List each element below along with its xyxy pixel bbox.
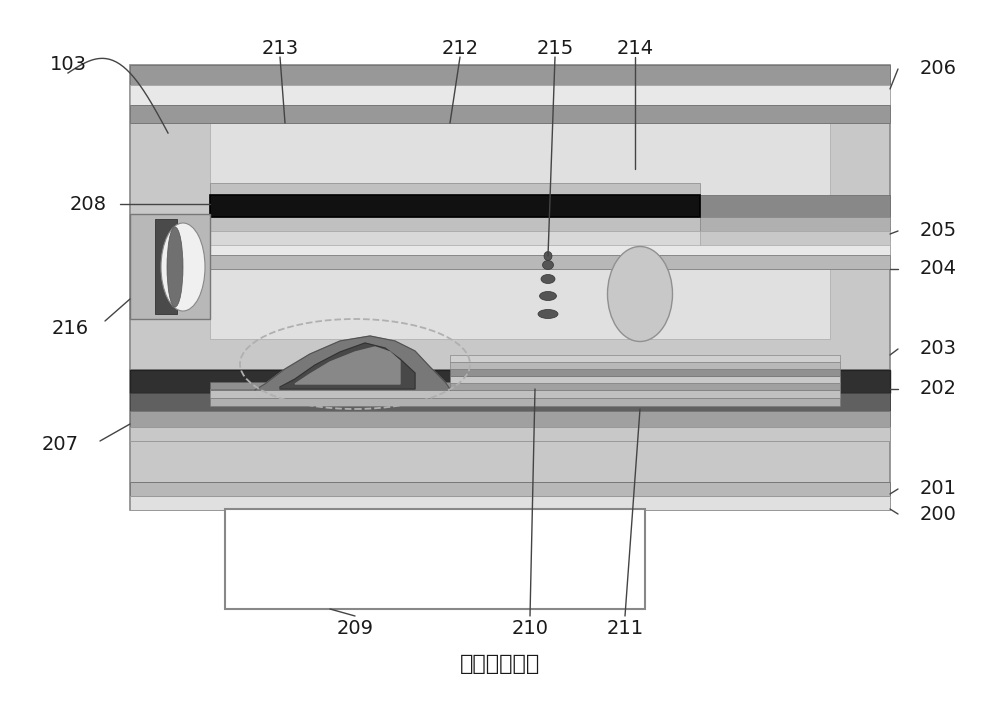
Bar [130,85,890,105]
Bar [450,376,840,383]
Text: 213: 213 [261,40,299,59]
Bar [210,390,840,398]
Ellipse shape [542,260,554,269]
Polygon shape [210,336,450,390]
Ellipse shape [538,310,558,318]
Bar [450,362,840,369]
Text: 204: 204 [920,259,957,279]
Bar [700,231,890,245]
Ellipse shape [167,227,183,307]
Bar [130,65,890,85]
Text: 103: 103 [50,55,87,74]
Text: 215: 215 [536,40,574,59]
Text: （现有技术）: （现有技术） [460,654,540,674]
Bar [130,105,890,123]
Text: 207: 207 [42,435,78,454]
Text: 211: 211 [606,620,644,639]
Bar [210,183,700,195]
Text: 206: 206 [920,60,957,79]
Bar [130,482,890,510]
Bar [130,393,890,411]
Text: 203: 203 [920,340,957,359]
Bar [210,217,700,231]
Polygon shape [280,343,415,389]
Bar [700,217,890,231]
Text: 200: 200 [920,505,957,523]
Bar [700,195,890,217]
Bar [210,398,840,406]
Bar [130,65,890,370]
Text: 212: 212 [441,40,479,59]
Bar [450,383,840,390]
Bar [130,411,890,427]
Bar [130,496,890,510]
Text: 208: 208 [70,194,106,213]
Bar [450,355,840,362]
Ellipse shape [540,291,556,301]
Text: 205: 205 [920,221,957,240]
Bar [130,370,890,393]
Bar [225,509,645,609]
Bar [210,195,700,217]
Text: 201: 201 [920,479,957,498]
Bar [130,427,890,441]
Bar [130,370,890,510]
Ellipse shape [608,247,672,342]
Bar [130,214,210,319]
Ellipse shape [544,252,552,260]
Polygon shape [295,347,400,384]
Text: 210: 210 [512,620,548,639]
Bar [450,369,840,376]
Text: 202: 202 [920,379,957,398]
Text: 209: 209 [336,620,374,639]
Bar [130,241,890,255]
Bar [130,255,890,269]
Text: 214: 214 [616,40,654,59]
Ellipse shape [161,223,205,311]
Text: 216: 216 [51,320,89,338]
Bar [130,227,890,241]
Bar [210,231,700,245]
Ellipse shape [541,274,555,284]
Bar [155,219,177,314]
Bar [210,123,830,339]
Bar [210,382,840,390]
